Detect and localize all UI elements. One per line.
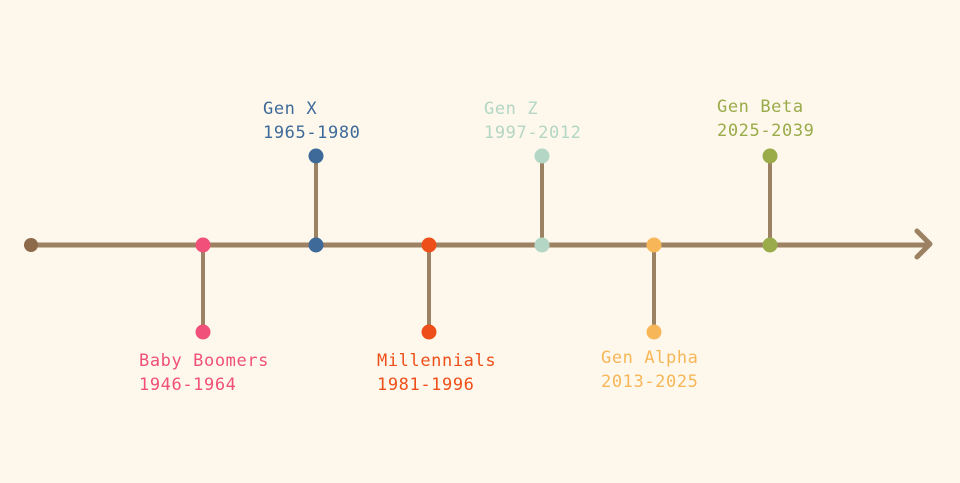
- generation-label-gen-z: Gen Z 1997-2012: [484, 97, 582, 145]
- generation-label-millennials: Millennials 1981-1996: [377, 349, 496, 397]
- generation-name: Gen X: [263, 99, 318, 119]
- end-marker-gen-alpha: [646, 324, 662, 340]
- end-marker-baby-boomers: [195, 324, 211, 340]
- axis-marker-gen-z: [534, 237, 550, 253]
- end-marker-millennials: [421, 324, 437, 340]
- axis-marker-gen-x: [308, 237, 324, 253]
- generation-years: 1997-2012: [484, 123, 582, 143]
- generation-years: 2025-2039: [717, 121, 815, 141]
- generation-name: Baby Boomers: [139, 351, 270, 371]
- end-marker-gen-z: [534, 148, 550, 164]
- generation-years: 1946-1964: [139, 375, 237, 395]
- generation-name: Gen Z: [484, 99, 539, 119]
- generation-name: Gen Alpha: [601, 348, 699, 368]
- generation-label-baby-boomers: Baby Boomers 1946-1964: [139, 349, 269, 397]
- axis-marker-gen-beta: [762, 237, 778, 253]
- generation-label-gen-x: Gen X 1965-1980: [263, 97, 361, 145]
- generation-label-gen-beta: Gen Beta 2025-2039: [717, 95, 815, 143]
- generation-years: 1965-1980: [263, 123, 361, 143]
- generation-years: 1981-1996: [377, 375, 475, 395]
- timeline-arrowhead-icon: [914, 228, 933, 260]
- generation-name: Millennials: [377, 351, 497, 371]
- end-marker-gen-x: [308, 148, 324, 164]
- generation-name: Gen Beta: [717, 97, 804, 117]
- timeline-start-dot: [24, 238, 38, 252]
- axis-marker-millennials: [421, 237, 437, 253]
- axis-marker-gen-alpha: [646, 237, 662, 253]
- end-marker-gen-beta: [762, 148, 778, 164]
- generation-label-gen-alpha: Gen Alpha 2013-2025: [601, 346, 699, 394]
- axis-marker-baby-boomers: [195, 237, 211, 253]
- generation-years: 2013-2025: [601, 372, 699, 392]
